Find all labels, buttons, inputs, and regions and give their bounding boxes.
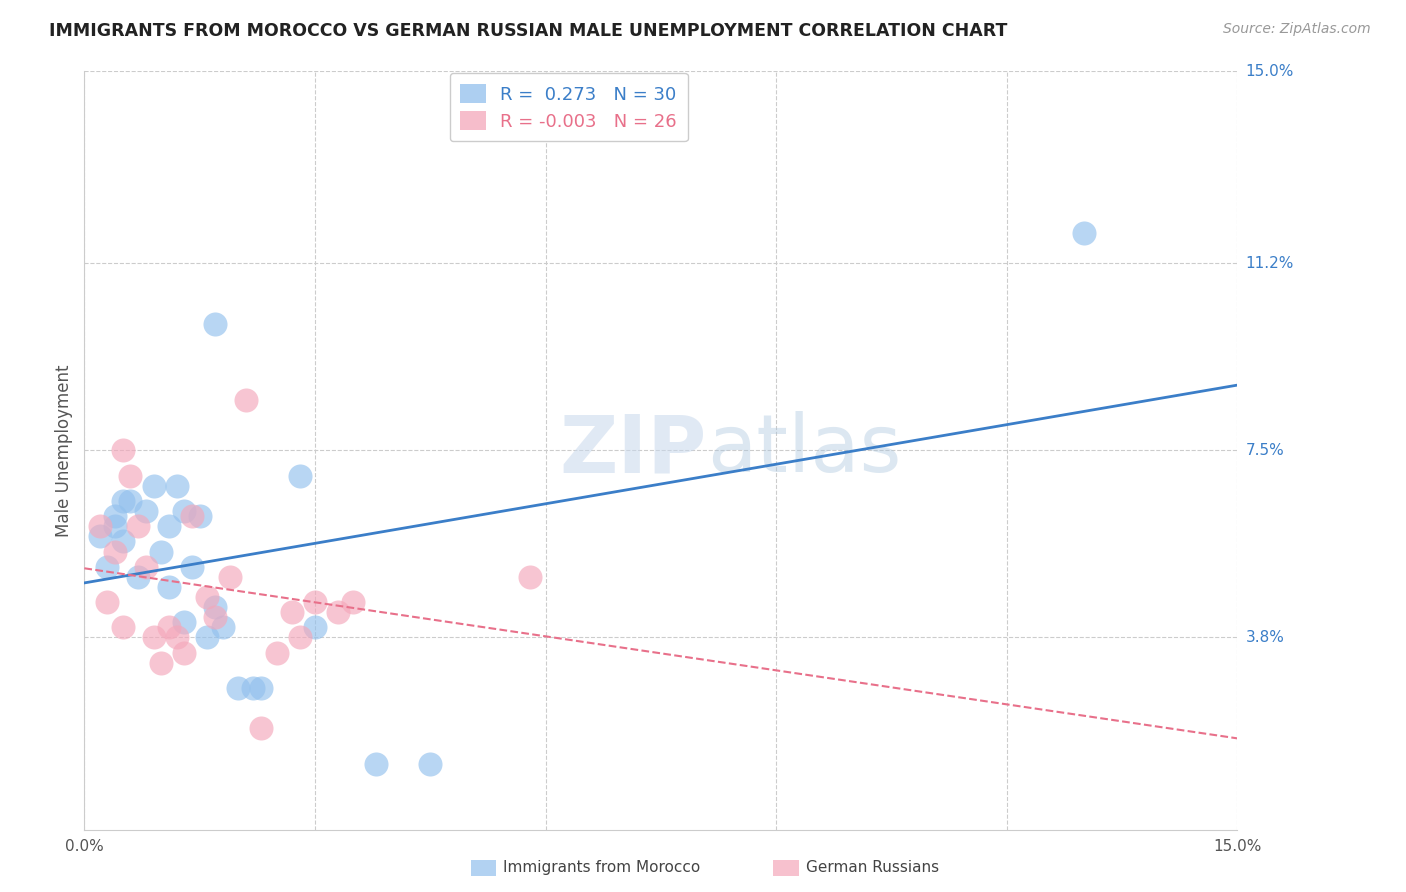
Point [181,509,204,524]
Point [342,595,364,609]
Point [181,559,204,574]
Point [157,620,180,634]
Point [96,559,118,574]
Point [104,519,127,533]
Point [226,681,249,695]
Point [366,756,388,771]
Point [304,620,326,634]
Point [188,509,211,524]
Point [304,595,326,609]
Text: 3.8%: 3.8% [1246,630,1285,645]
Point [288,468,311,483]
Text: Immigrants from Morocco: Immigrants from Morocco [503,861,700,875]
Point [281,605,304,619]
Point [111,443,134,458]
Point [235,392,257,407]
Point [166,479,188,493]
Point [104,509,127,524]
Point [111,494,134,508]
Point [195,590,218,604]
Point [519,570,541,584]
Point [89,529,111,543]
Point [326,605,349,619]
Point [142,631,165,645]
Point [111,534,134,549]
Text: 15.0%: 15.0% [1246,64,1294,78]
Point [250,722,273,736]
Point [120,494,142,508]
Point [89,519,111,533]
Point [157,580,180,594]
Point [150,656,173,670]
Point [419,756,441,771]
Point [166,631,188,645]
Text: atlas: atlas [707,411,901,490]
Point [135,504,157,518]
Point [173,615,195,630]
Point [104,544,127,558]
Point [219,570,242,584]
Point [211,620,233,634]
Point [127,519,149,533]
Point [111,620,134,634]
Point [135,559,157,574]
Point [204,600,226,615]
Point [142,479,165,493]
Point [157,519,180,533]
Point [1073,226,1095,240]
Point [204,317,226,331]
Text: 7.5%: 7.5% [1246,443,1284,458]
Point [204,610,226,624]
Text: Source: ZipAtlas.com: Source: ZipAtlas.com [1223,22,1371,37]
Y-axis label: Male Unemployment: Male Unemployment [55,364,73,537]
Point [266,646,288,660]
Text: ZIP: ZIP [560,411,707,490]
Text: IMMIGRANTS FROM MOROCCO VS GERMAN RUSSIAN MALE UNEMPLOYMENT CORRELATION CHART: IMMIGRANTS FROM MOROCCO VS GERMAN RUSSIA… [49,22,1008,40]
Point [127,570,149,584]
Point [242,681,264,695]
Legend: R =  0.273   N = 30, R = -0.003   N = 26: R = 0.273 N = 30, R = -0.003 N = 26 [450,73,688,142]
Point [150,544,173,558]
Point [96,595,118,609]
Point [250,681,273,695]
Point [173,646,195,660]
Text: German Russians: German Russians [806,861,939,875]
Text: 11.2%: 11.2% [1246,256,1294,271]
Point [288,631,311,645]
Point [120,468,142,483]
Point [195,631,218,645]
Point [173,504,195,518]
